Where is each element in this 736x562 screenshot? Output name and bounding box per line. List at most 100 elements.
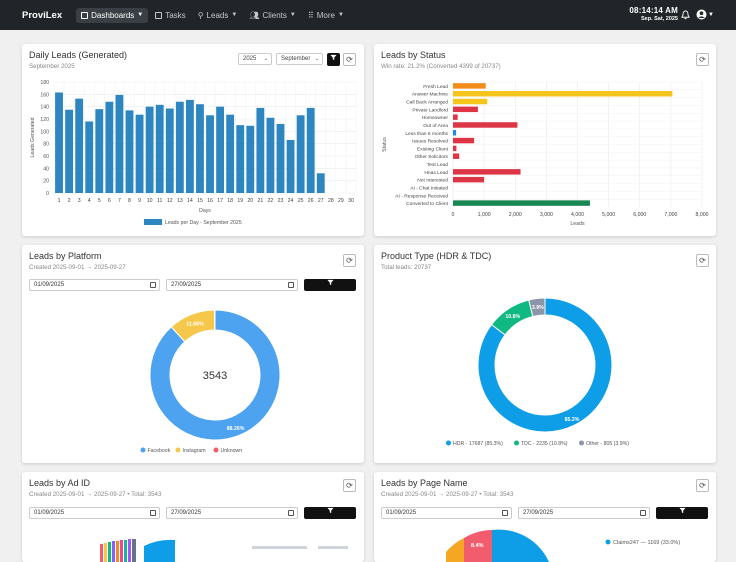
product-type-card: Product Type (HDR & TDC) Total leads: 20… bbox=[374, 245, 716, 463]
bar-day-21 bbox=[256, 108, 264, 193]
bar-day-2 bbox=[65, 110, 73, 193]
x-tick-label: 22 bbox=[268, 198, 274, 204]
bar-day-19 bbox=[236, 125, 244, 193]
y-tick-label: Call Back Arranged bbox=[406, 100, 448, 106]
y-tick-label: AI - Response Received bbox=[395, 193, 448, 199]
page-legend-swatch bbox=[606, 540, 611, 545]
y-tick-label: Private Landlord bbox=[412, 107, 448, 113]
bar-day-10 bbox=[146, 107, 154, 193]
bar-day-13 bbox=[176, 102, 184, 193]
y-tick-label: Converted to Client bbox=[406, 201, 449, 207]
y-tick-label: 100 bbox=[40, 129, 49, 135]
legend-swatch bbox=[579, 441, 584, 446]
bar-day-25 bbox=[297, 115, 305, 193]
legend-label: Leads per Day - September 2025 bbox=[165, 220, 242, 226]
y-axis-label: Status bbox=[382, 137, 388, 152]
legend-label: Unknown bbox=[221, 448, 243, 454]
tasks-icon bbox=[155, 12, 162, 19]
bar-status bbox=[453, 177, 484, 182]
x-tick-label: 18 bbox=[227, 198, 233, 204]
x-tick-label: 11 bbox=[157, 198, 162, 204]
nav-dashboards[interactable]: Dashboards▼ bbox=[76, 8, 148, 23]
ad-slice-small bbox=[108, 542, 111, 562]
user-menu[interactable]: ▼ bbox=[696, 9, 714, 20]
grid-icon: ⠿ bbox=[308, 11, 314, 20]
y-axis-label: Leads Generated bbox=[30, 117, 36, 157]
x-tick-label: 21 bbox=[257, 198, 263, 204]
bell-icon[interactable] bbox=[681, 10, 690, 20]
brand-logo[interactable]: ProviLex bbox=[22, 10, 62, 21]
ad-slice-small bbox=[128, 539, 131, 562]
x-tick-label: 13 bbox=[177, 198, 183, 204]
x-tick-label: 28 bbox=[328, 198, 334, 204]
nav-tasks[interactable]: Tasks bbox=[150, 8, 190, 23]
bar-day-5 bbox=[95, 109, 103, 193]
bar-status bbox=[453, 130, 456, 135]
bar-day-26 bbox=[307, 108, 315, 193]
y-tick-label: Less than 6 months bbox=[405, 131, 448, 137]
y-tick-label: 0 bbox=[46, 191, 49, 197]
legend-label: HDR - 17687 (85.3%) bbox=[453, 441, 503, 447]
chevron-down-icon: ▼ bbox=[137, 12, 143, 18]
bar-status bbox=[453, 122, 517, 127]
x-tick-label: 9 bbox=[138, 198, 141, 204]
x-tick-label: 26 bbox=[308, 198, 314, 204]
y-tick-label: Fresh Lead bbox=[423, 84, 448, 90]
y-tick-label: Other Solicitors bbox=[415, 154, 449, 160]
x-tick-label: 25 bbox=[298, 198, 304, 204]
legend-swatch bbox=[514, 441, 519, 446]
y-tick-label: Hnas Lead bbox=[424, 170, 448, 176]
nav-clients[interactable]: 👥︎Clients▼ bbox=[244, 8, 301, 23]
x-tick-label: 4,000 bbox=[571, 212, 584, 218]
bar-status bbox=[453, 107, 478, 112]
x-tick-label: 8,000 bbox=[696, 212, 709, 218]
x-tick-label: 2 bbox=[68, 198, 71, 204]
legend-label: TDC - 2235 (10.8%) bbox=[521, 441, 568, 447]
nav-leads[interactable]: ⚲Leads▼ bbox=[193, 8, 243, 23]
y-tick-label: 180 bbox=[40, 80, 49, 86]
ad-slice-small bbox=[124, 540, 127, 562]
ad-slice-small bbox=[132, 539, 136, 562]
bar-day-1 bbox=[55, 92, 63, 193]
bar-status bbox=[453, 200, 590, 205]
donut-center-value: 3543 bbox=[203, 370, 227, 382]
y-tick-label: Homeowner bbox=[422, 115, 449, 121]
product-type-chart: 85.3%10.8%3.9%HDR - 17687 (85.3%)TDC - 2… bbox=[374, 245, 716, 463]
legend-swatch bbox=[141, 448, 146, 453]
y-tick-label: 20 bbox=[43, 179, 49, 185]
x-tick-label: 14 bbox=[187, 198, 193, 204]
legend-label: Other - 805 (3.9%) bbox=[586, 441, 629, 447]
chevron-down-icon: ▼ bbox=[708, 12, 714, 18]
bar-day-18 bbox=[226, 115, 234, 193]
leads-by-ad-id-chart bbox=[22, 472, 364, 562]
legend-swatch bbox=[176, 448, 181, 453]
bar-status bbox=[453, 153, 459, 158]
y-tick-label: 160 bbox=[40, 92, 49, 98]
legend-swatch bbox=[144, 219, 162, 225]
bar-status bbox=[453, 99, 487, 104]
clients-icon: 👥︎ bbox=[249, 11, 259, 20]
x-tick-label: 7,000 bbox=[664, 212, 677, 218]
daily-leads-card: Daily Leads (Generated) September 2025 2… bbox=[22, 44, 364, 236]
chevron-down-icon: ▼ bbox=[231, 12, 237, 18]
bar-day-7 bbox=[116, 95, 124, 193]
bar-status bbox=[453, 146, 456, 151]
x-tick-label: 27 bbox=[318, 198, 324, 204]
bar-day-15 bbox=[196, 104, 204, 193]
x-tick-label: 17 bbox=[217, 198, 223, 204]
legend-swatch bbox=[446, 441, 451, 446]
y-tick-label: Answer Machine bbox=[412, 92, 448, 98]
slice-label: 88.26% bbox=[227, 426, 245, 432]
leads-by-page-name-card: Leads by Page Name Created 2025-09-01 → … bbox=[374, 472, 716, 562]
y-tick-label: 80 bbox=[43, 142, 49, 148]
nav-more[interactable]: ⠿More▼ bbox=[303, 8, 349, 23]
x-tick-label: 6,000 bbox=[633, 212, 646, 218]
bar-day-17 bbox=[216, 107, 224, 193]
x-tick-label: 1,000 bbox=[478, 212, 491, 218]
y-tick-label: Out of Area bbox=[423, 123, 448, 129]
leads-by-ad-id-card: Leads by Ad ID Created 2025-09-01 → 2025… bbox=[22, 472, 364, 562]
bar-day-22 bbox=[267, 118, 275, 193]
x-tick-label: 5,000 bbox=[602, 212, 615, 218]
chevron-down-icon: ▼ bbox=[338, 12, 344, 18]
ad-slice-small bbox=[112, 541, 115, 562]
